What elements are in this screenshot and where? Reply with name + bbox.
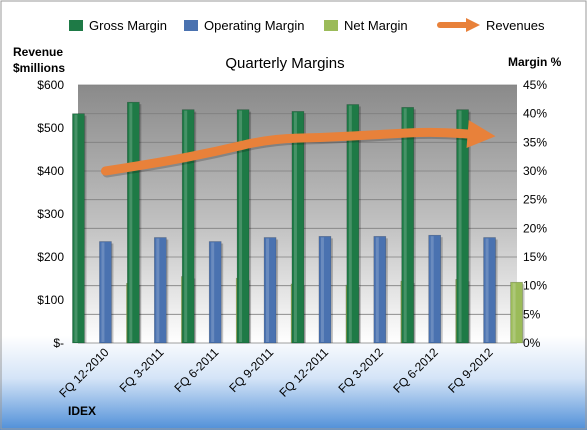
right-axis-tick-label: 35%: [523, 135, 547, 149]
bar-gross-margin: [456, 109, 469, 344]
bar-operating-margin: [263, 237, 277, 344]
bar-net-margin: [510, 281, 523, 344]
bar-gross-margin: [236, 109, 250, 344]
right-axis-tick-label: 20%: [523, 221, 547, 235]
bar-highlight: [458, 110, 462, 342]
legend: Gross Margin Operating Margin Net Margin…: [69, 18, 545, 33]
right-axis-tick-label: 45%: [523, 78, 547, 92]
legend-arrowhead-icon: [466, 18, 480, 32]
chart-title: Quarterly Margins: [225, 55, 344, 72]
bar-highlight: [512, 283, 516, 342]
bar-highlight: [211, 242, 215, 342]
bar-highlight: [74, 114, 78, 343]
left-axis-tick-label: $100: [37, 293, 64, 307]
right-axis-tick-label: 0%: [523, 336, 541, 350]
right-axis-tick-label: 10%: [523, 279, 547, 293]
bar-highlight: [156, 238, 160, 342]
bar-operating-margin: [99, 241, 112, 344]
bar-gross-margin: [181, 109, 195, 344]
left-axis-tick-label: $400: [37, 164, 64, 178]
bar-gross-margin: [291, 111, 305, 344]
left-axis-tick-label: $600: [37, 78, 64, 92]
revenue-arrowhead-icon: [466, 120, 496, 148]
right-axis-tick-label: 25%: [523, 193, 547, 207]
right-axis-title: Margin %: [508, 55, 562, 69]
legend-swatch-operating-margin: [184, 20, 198, 31]
company-ticker: IDEX: [68, 404, 96, 418]
right-axis-tick-label: 5%: [523, 307, 541, 321]
legend-label-revenues: Revenues: [486, 18, 545, 33]
bar-operating-margin: [318, 236, 332, 344]
bar-highlight: [184, 110, 188, 342]
bar-highlight: [348, 105, 352, 342]
legend-swatch-net-margin: [324, 20, 338, 31]
bar-gross-margin: [346, 104, 360, 344]
bar-highlight: [320, 237, 324, 342]
left-axis-title-line1: Revenue: [13, 45, 63, 59]
left-axis-tick-label: $-: [53, 336, 64, 350]
bar-series: [72, 101, 525, 344]
right-axis-tick-label: 40%: [523, 107, 547, 121]
right-axis-tick-label: 15%: [523, 250, 547, 264]
left-axis-ticks: $- $100 $200 $300 $400 $500 $600: [37, 78, 64, 350]
bar-operating-margin: [208, 241, 222, 344]
bar-highlight: [101, 242, 105, 342]
bar-operating-margin: [428, 234, 441, 344]
bar-gross-margin: [401, 107, 414, 344]
right-axis-ticks: 0% 5% 10% 15% 20% 25% 30% 35% 40% 45%: [523, 78, 547, 350]
bar-operating-margin: [483, 237, 496, 344]
revenue-series: [100, 120, 496, 178]
bar-highlight: [266, 238, 270, 342]
bar-highlight: [403, 108, 407, 342]
bar-highlight: [293, 112, 297, 342]
bar-highlight: [430, 236, 434, 342]
revenue-line: [100, 127, 473, 176]
legend-label-gross-margin: Gross Margin: [89, 18, 167, 33]
bar-operating-margin: [373, 236, 387, 344]
bar-gross-margin: [72, 113, 85, 344]
bar-highlight: [239, 110, 243, 342]
bar-highlight: [129, 103, 133, 342]
left-axis-tick-label: $200: [37, 250, 64, 264]
left-axis-tick-label: $300: [37, 207, 64, 221]
legend-swatch-gross-margin: [69, 20, 83, 31]
right-axis-tick-label: 30%: [523, 164, 547, 178]
bar-highlight: [485, 238, 489, 342]
bar-highlight: [375, 237, 379, 342]
left-axis-title-line2: $millions: [13, 61, 65, 75]
legend-label-net-margin: Net Margin: [344, 18, 408, 33]
legend-label-operating-margin: Operating Margin: [204, 18, 304, 33]
bar-gross-margin: [127, 101, 140, 344]
left-axis-tick-label: $500: [37, 121, 64, 135]
bar-operating-margin: [154, 237, 167, 344]
